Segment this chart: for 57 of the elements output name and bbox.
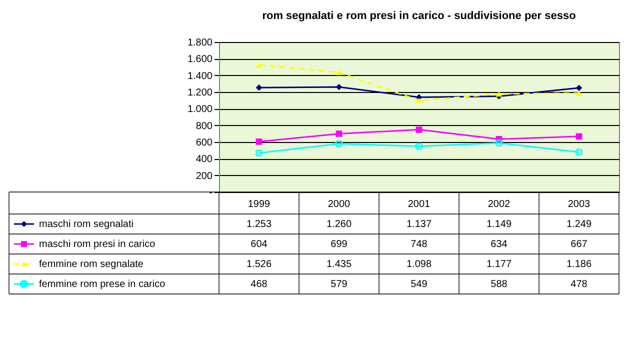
legend-label: femmine rom segnalate [39,259,144,270]
data-label: 478 [570,279,588,290]
data-label: 1.260 [326,219,352,230]
data-label: 1.137 [406,219,432,230]
point [336,130,342,137]
x-tick-label: 2003 [568,199,591,210]
legend-label: maschi rom segnalati [39,219,134,230]
point [416,98,422,104]
point [576,90,582,96]
point [575,148,583,156]
point [256,138,262,145]
data-label: 634 [490,239,508,250]
point [496,91,502,97]
y-tick-label: 1.800 [187,38,213,48]
data-label: 667 [570,239,588,250]
y-tick-label: 1.200 [187,88,213,98]
y-tick-label: 800 [196,120,213,132]
data-label: 604 [250,239,268,250]
y-tick-label: 1.600 [187,54,213,66]
y-tick-label: 1.000 [187,104,213,116]
data-label: 588 [490,279,508,290]
point [256,84,262,91]
y-tick-label: 200 [196,170,213,182]
data-label: 1.435 [326,259,352,270]
data-label: 748 [410,239,428,250]
data-label: 1.186 [566,259,592,270]
point [256,62,262,68]
point [255,149,263,157]
x-tick-label: 2002 [488,199,511,210]
point [576,84,582,92]
data-label: 1.526 [246,259,272,270]
legend-label: femmine rom prese in carico [39,279,166,290]
data-label: 579 [330,279,348,290]
x-tick-label: 2000 [328,199,351,210]
data-label: 1.098 [406,259,432,270]
data-label: 1.177 [486,259,512,270]
point [416,126,422,133]
x-tick-label: 2001 [408,199,431,210]
chart-title: rom segnalati e rom presi in carico - suddivisione per sesso [262,10,576,22]
y-tick-label: 400 [196,154,213,166]
legend-label: maschi rom presi in carico [39,239,156,250]
data-label: 1.249 [566,219,592,230]
point [336,70,342,76]
y-tick-label: 1.400 [187,70,213,82]
data-label: 1.149 [486,219,512,230]
data-label: 1.253 [246,219,272,230]
point [336,84,342,90]
y-tick-label: - [209,188,212,198]
point [415,142,423,150]
data-label: 468 [250,279,268,290]
point [335,140,343,148]
point [495,139,503,147]
x-tick-label: 1999 [248,199,271,210]
point [576,133,582,140]
data-label: 549 [410,279,428,290]
data-label: 699 [330,239,348,250]
y-tick-label: 600 [196,138,213,148]
